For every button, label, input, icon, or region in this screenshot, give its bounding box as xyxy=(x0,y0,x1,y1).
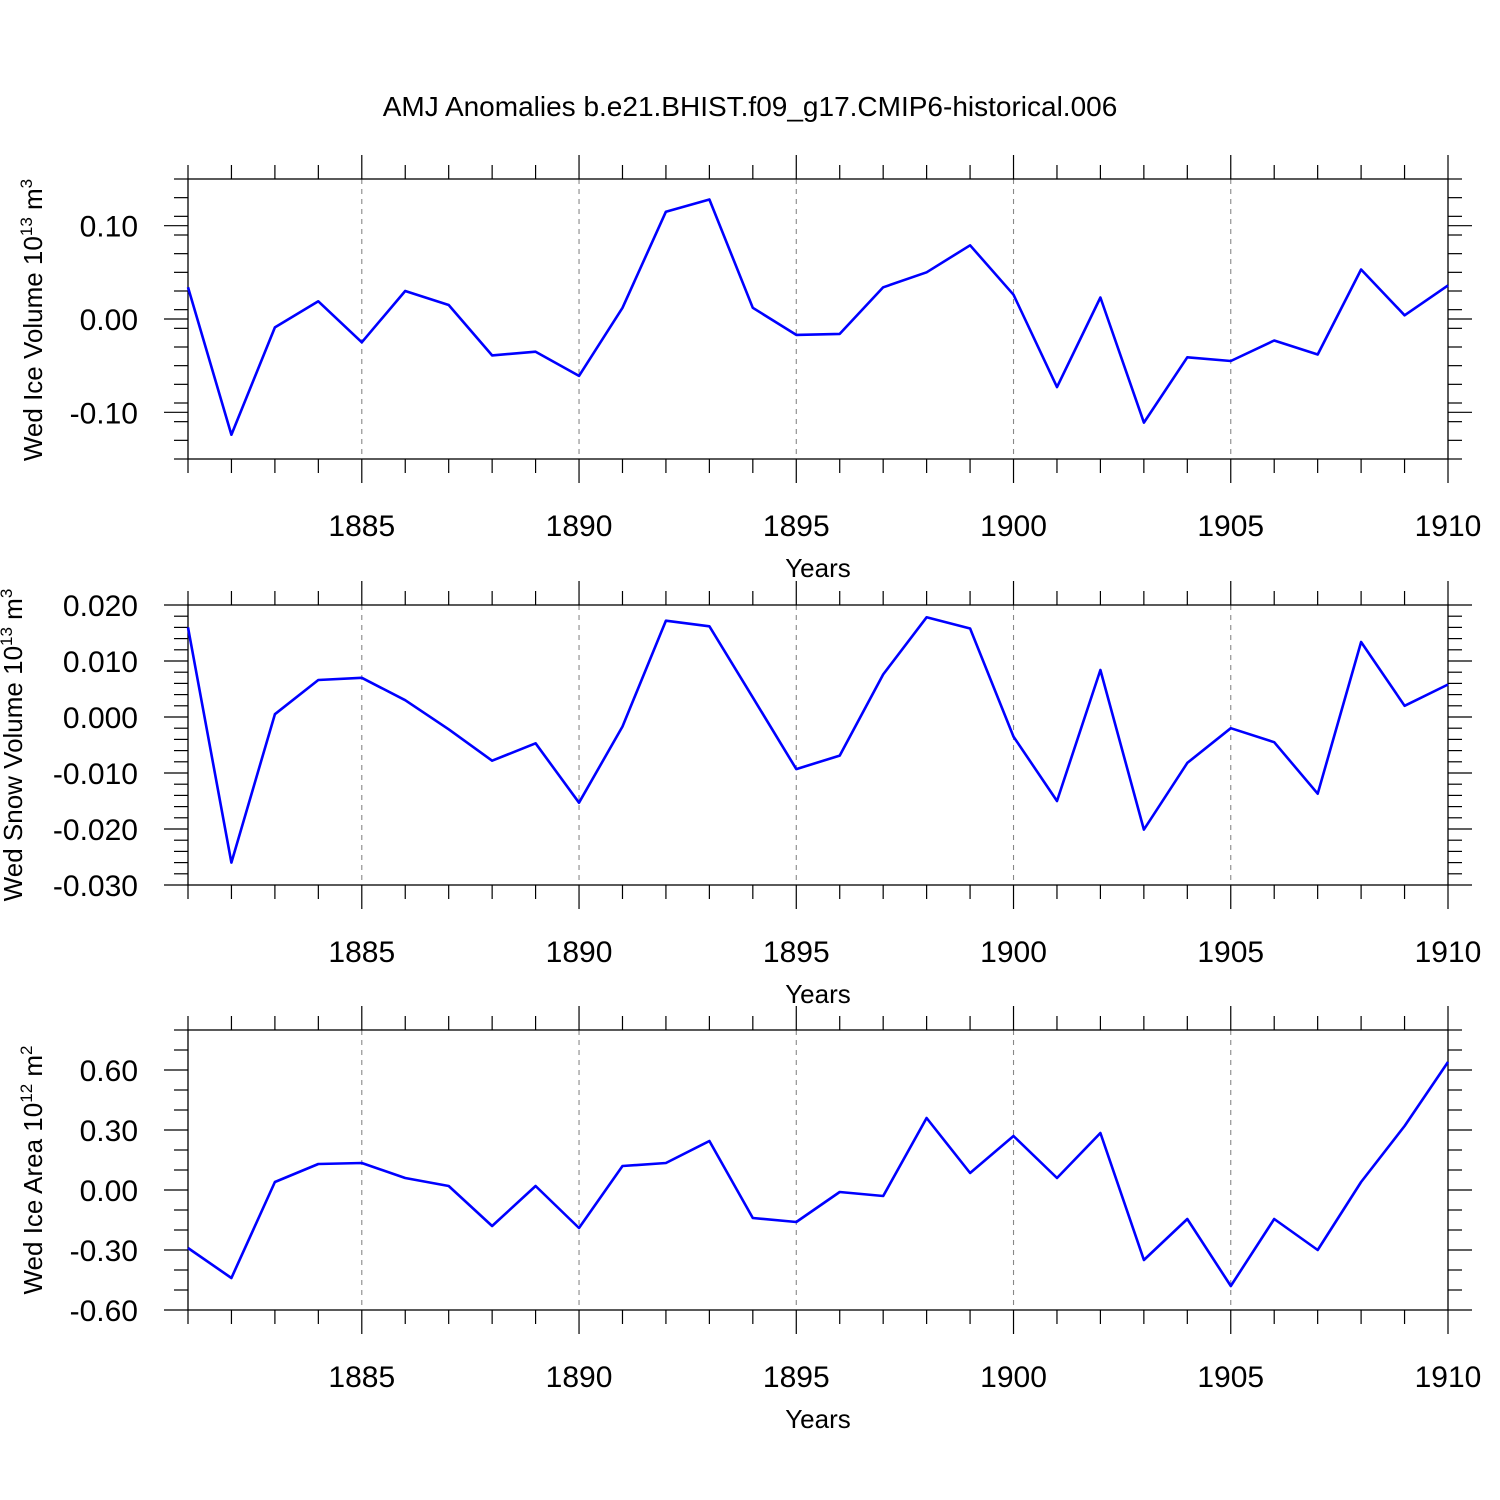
y-tick-label: 0.000 xyxy=(63,702,138,735)
y-tick-label: -0.010 xyxy=(53,758,138,791)
x-tick-label: 1905 xyxy=(1197,936,1264,969)
y-tick-label: -0.30 xyxy=(70,1235,138,1268)
x-axis-label: Years xyxy=(785,553,851,583)
panel-2: 1885 1890 1895 1900 1905 1910 Years -0.030 -0.02… xyxy=(0,581,1481,1009)
y-axis-label: Wed Ice Volume 1013 m3 xyxy=(17,179,48,461)
y-axis-units-unit: m xyxy=(18,1055,48,1084)
x-tick-label: 1885 xyxy=(328,510,395,543)
y-axis-units-unit-exponent: 3 xyxy=(0,589,16,598)
x-tick-label: 1890 xyxy=(546,1361,613,1394)
panels: 1885 1890 1895 1900 1905 1910 Years -0.10 0.00 0.… xyxy=(0,155,1481,1434)
y-axis-units-unit: m xyxy=(0,598,28,627)
y-tick-label: -0.030 xyxy=(53,870,138,903)
series-line xyxy=(186,198,1449,437)
x-tick-label: 1885 xyxy=(328,1361,395,1394)
x-tick-label: 1890 xyxy=(546,510,613,543)
x-tick-label: 1910 xyxy=(1415,936,1482,969)
y-axis-units-unit-exponent: 3 xyxy=(17,179,36,188)
y-axis-units-exponent: 13 xyxy=(0,627,16,646)
chart-title: AMJ Anomalies b.e21.BHIST.f09_g17.CMIP6-… xyxy=(383,91,1118,122)
y-axis-units-base: 10 xyxy=(18,236,48,265)
y-tick-label: 0.00 xyxy=(80,304,138,337)
y-axis-label-name: Wed Ice Area xyxy=(18,1132,48,1295)
y-axis-label: Wed Snow Volume 1013 m3 xyxy=(0,589,28,902)
series-line xyxy=(187,1061,1450,1288)
plot-frame xyxy=(187,604,1449,886)
y-tick-label: -0.020 xyxy=(53,814,138,847)
y-axis-units-unit: m xyxy=(18,188,48,217)
x-tick-label: 1905 xyxy=(1197,510,1264,543)
x-tick-label: 1885 xyxy=(328,936,395,969)
panel-1: 1885 1890 1895 1900 1905 1910 Years -0.10 0.00 0.… xyxy=(17,155,1481,583)
x-tick-label: 1895 xyxy=(763,510,830,543)
plot-frame xyxy=(187,178,1449,460)
x-tick-label: 1895 xyxy=(763,1361,830,1394)
y-tick-label: 0.10 xyxy=(80,211,138,244)
x-tick-label: 1895 xyxy=(763,936,830,969)
x-tick-label: 1900 xyxy=(980,1361,1047,1394)
y-tick-label: 0.00 xyxy=(80,1175,138,1208)
y-tick-label: 0.30 xyxy=(80,1115,138,1148)
x-tick-label: 1900 xyxy=(980,510,1047,543)
y-axis-label-name: Wed Snow Volume xyxy=(0,675,28,901)
y-axis-units-unit-exponent: 2 xyxy=(17,1045,36,1054)
y-axis-units-base: 10 xyxy=(0,646,28,675)
y-axis-units-exponent: 13 xyxy=(17,217,36,236)
x-tick-label: 1900 xyxy=(980,936,1047,969)
x-tick-label: 1890 xyxy=(546,936,613,969)
x-axis-label: Years xyxy=(785,979,851,1009)
y-tick-label: 0.020 xyxy=(63,590,138,623)
y-tick-label: -0.10 xyxy=(70,397,138,430)
panel-3: 1885 1890 1895 1900 1905 1910 Years -0.60 -0.30 0… xyxy=(17,1006,1481,1434)
y-axis-units-base: 10 xyxy=(18,1103,48,1132)
y-axis-label-name: Wed Ice Volume xyxy=(18,265,48,461)
series-line xyxy=(186,615,1449,864)
x-tick-label: 1905 xyxy=(1197,1361,1264,1394)
x-axis-label: Years xyxy=(785,1404,851,1434)
plot-frame xyxy=(187,1029,1449,1311)
x-tick-label: 1910 xyxy=(1415,1361,1482,1394)
y-axis-label: Wed Ice Area 1012 m2 xyxy=(17,1045,48,1294)
y-axis-units-exponent: 12 xyxy=(17,1084,36,1103)
y-tick-label: 0.010 xyxy=(63,646,138,679)
y-tick-label: 0.60 xyxy=(80,1055,138,1088)
y-tick-label: -0.60 xyxy=(70,1295,138,1328)
x-tick-label: 1910 xyxy=(1415,510,1482,543)
